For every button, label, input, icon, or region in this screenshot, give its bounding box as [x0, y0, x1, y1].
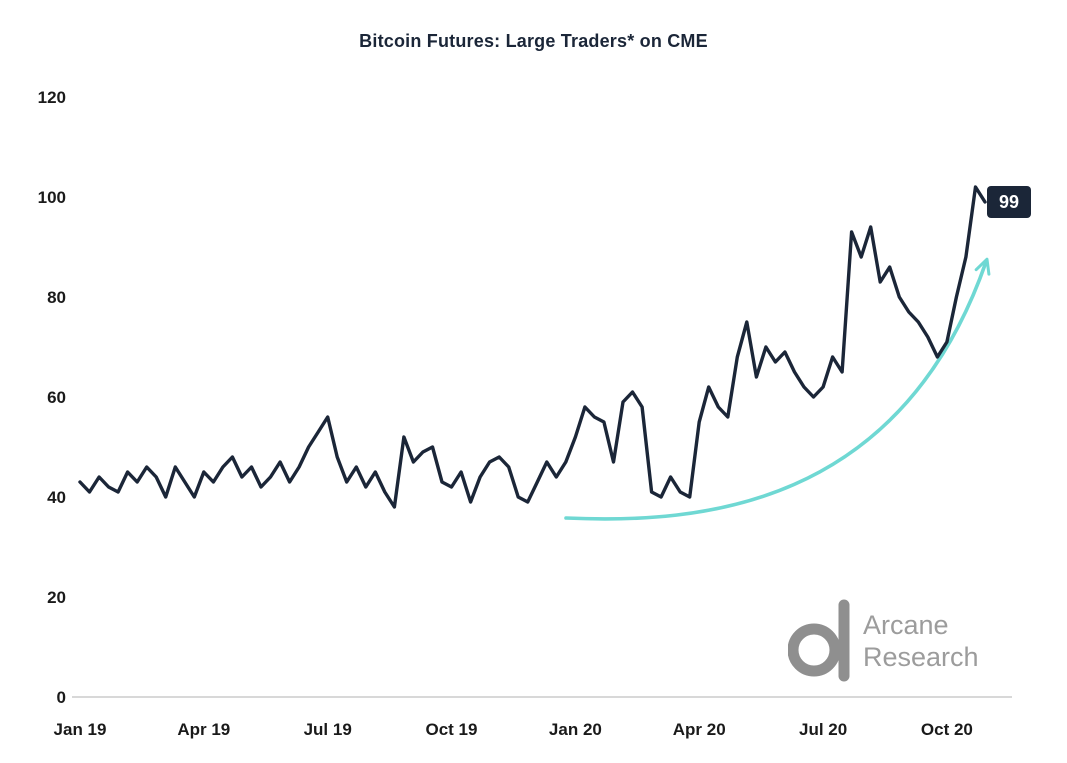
- x-tick-label: Oct 20: [921, 720, 973, 739]
- x-tick-label: Jul 19: [304, 720, 352, 739]
- arcane-research-logo: Arcane Research: [788, 599, 979, 683]
- arcane-logo-icon: [788, 599, 850, 682]
- x-tick-label: Jan 20: [549, 720, 602, 739]
- x-tick-label: Jul 20: [799, 720, 847, 739]
- logo-line2: Research: [863, 642, 979, 672]
- y-tick-label: 120: [38, 88, 66, 107]
- y-tick-label: 80: [47, 288, 66, 307]
- x-tick-label: Oct 19: [426, 720, 478, 739]
- x-tick-label: Jan 19: [54, 720, 107, 739]
- y-tick-label: 20: [47, 588, 66, 607]
- logo-line1: Arcane: [863, 610, 949, 640]
- trend-arrow: [564, 257, 991, 521]
- chart-title: Bitcoin Futures: Large Traders* on CME: [359, 31, 708, 51]
- end-value-badge: 99: [987, 186, 1032, 218]
- x-tick-label: Apr 19: [177, 720, 230, 739]
- y-tick-label: 60: [47, 388, 66, 407]
- series-line: [78, 185, 987, 509]
- y-tick-label: 100: [38, 188, 66, 207]
- y-tick-label: 0: [57, 688, 66, 707]
- x-tick-label: Apr 20: [673, 720, 726, 739]
- y-tick-label: 40: [47, 488, 66, 507]
- arcane-logo-text: Arcane Research: [863, 609, 979, 673]
